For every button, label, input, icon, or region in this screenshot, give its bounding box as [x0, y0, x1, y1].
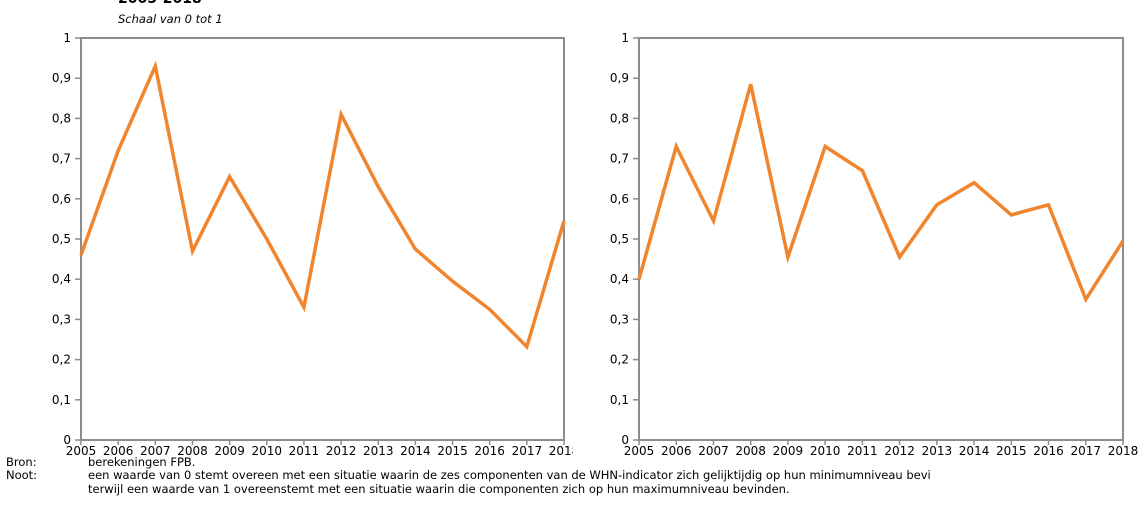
x-tick-label: 2017 — [512, 444, 543, 458]
chart-subtitle: Schaal van 0 tot 1 — [118, 12, 223, 26]
series-line — [637, 83, 1125, 304]
x-tick-label: 2018 — [549, 444, 573, 458]
note-text-line-1: een waarde van 0 stemt overeen met een s… — [88, 468, 931, 482]
x-tick-label: 2013 — [922, 444, 953, 458]
y-tick-label: 0,5 — [52, 232, 71, 246]
x-tick-label: 2012 — [884, 444, 915, 458]
y-tick-label: 0,4 — [610, 272, 629, 286]
y-tick-label: 1 — [621, 31, 629, 45]
y-tick-label: 0,8 — [52, 111, 71, 125]
y-tick-label: 0,1 — [610, 393, 629, 407]
x-tick-label: 2011 — [847, 444, 878, 458]
chart-title: 2005-2018 — [118, 0, 202, 7]
y-tick-label: 0 — [63, 433, 71, 447]
y-tick-label: 0,1 — [52, 393, 71, 407]
x-tick-label: 2015 — [437, 444, 468, 458]
x-tick-label: 2014 — [959, 444, 990, 458]
x-tick-label: 2018 — [1108, 444, 1139, 458]
x-tick-label: 2011 — [289, 444, 320, 458]
x-tick-label: 2009 — [214, 444, 245, 458]
note-text-line-2: terwijl een waarde van 1 overeenstemt me… — [88, 482, 790, 496]
y-tick-label: 0,3 — [52, 312, 71, 326]
y-tick-label: 0,8 — [610, 111, 629, 125]
x-tick-label: 2008 — [177, 444, 208, 458]
y-tick-label: 0,7 — [52, 152, 71, 166]
x-tick-label: 2010 — [810, 444, 841, 458]
y-tick-label: 0,2 — [52, 353, 71, 367]
source-text: berekeningen FPB. — [88, 455, 196, 469]
x-tick-label: 2007 — [140, 444, 171, 458]
x-tick-label: 2016 — [474, 444, 505, 458]
y-tick-label: 0,9 — [610, 71, 629, 85]
plot-frame — [80, 37, 565, 441]
x-tick-label: 2006 — [661, 444, 692, 458]
y-tick-label: 1 — [63, 31, 71, 45]
y-tick-label: 0,7 — [610, 152, 629, 166]
x-tick-label: 2010 — [251, 444, 282, 458]
x-tick-label: 2016 — [1033, 444, 1064, 458]
y-tick-label: 0,9 — [52, 71, 71, 85]
x-tick-label: 2006 — [103, 444, 134, 458]
y-tick-label: 0,6 — [610, 192, 629, 206]
x-tick-label: 2008 — [735, 444, 766, 458]
y-tick-label: 0,2 — [610, 353, 629, 367]
note-label: Noot: — [6, 468, 38, 482]
x-tick-label: 2013 — [363, 444, 394, 458]
plot-frame — [638, 37, 1124, 441]
series-line — [79, 60, 566, 351]
y-tick-label: 0,3 — [610, 312, 629, 326]
x-tick-label: 2017 — [1070, 444, 1101, 458]
y-tick-label: 0,4 — [52, 272, 71, 286]
x-tick-label: 2007 — [698, 444, 729, 458]
x-tick-label: 2014 — [400, 444, 431, 458]
chart-right: 0 0,1 0,2 0,3 0,4 0,5 0,6 0,7 0,8 0,9 1 2005 2006 200… — [610, 31, 1139, 458]
x-tick-label: 2005 — [624, 444, 655, 458]
x-tick-label: 2015 — [996, 444, 1027, 458]
source-label: Bron: — [6, 455, 37, 469]
y-tick-label: 0 — [621, 433, 629, 447]
x-tick-label: 2009 — [773, 444, 804, 458]
chart-left: 0 0,1 0,2 0,3 0,4 0,5 0,6 0,7 0,8 0,9 1 2005 2006 200… — [52, 31, 573, 458]
x-tick-label: 2005 — [66, 444, 97, 458]
x-tick-label: 2012 — [326, 444, 357, 458]
y-tick-label: 0,5 — [610, 232, 629, 246]
y-tick-label: 0,6 — [52, 192, 71, 206]
